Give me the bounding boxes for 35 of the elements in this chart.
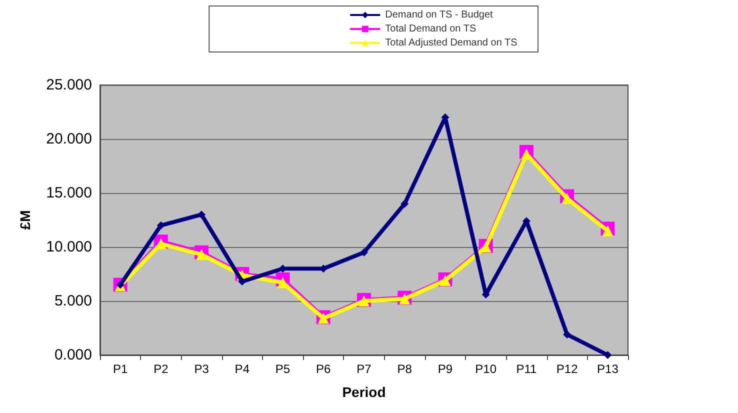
y-tick-label: 15.000 <box>46 184 92 202</box>
x-tick-label: P1 <box>112 362 128 376</box>
point <box>400 200 409 208</box>
y-axis-title: £M <box>17 210 33 230</box>
x-tick-label: P4 <box>234 362 250 376</box>
y-tick-label: 0.000 <box>54 346 92 364</box>
legend-label: Total Adjusted Demand on TS <box>385 38 518 48</box>
y-tick-label: 25.000 <box>46 76 92 94</box>
x-tick-label: P5 <box>275 362 290 376</box>
y-tick-label: 5.000 <box>54 292 92 310</box>
point <box>602 225 614 236</box>
x-tick-label: P6 <box>316 362 332 376</box>
point <box>604 351 612 359</box>
point <box>198 210 206 219</box>
y-tick-label: 20.000 <box>46 130 92 148</box>
x-tick-label: P9 <box>438 362 453 376</box>
x-tick-label: P3 <box>194 362 210 376</box>
x-tick-label: P12 <box>556 362 578 376</box>
point <box>156 221 165 230</box>
x-tick-label: P8 <box>397 362 412 376</box>
x-tick-label: P13 <box>597 362 619 376</box>
point <box>196 249 208 260</box>
x-tick-label: P2 <box>154 362 169 376</box>
legend-label: Demand on TS - Budget <box>385 10 494 20</box>
y-tick-label: 10.000 <box>46 238 92 256</box>
legend-label: Total Demand on TS <box>385 24 476 34</box>
point <box>360 248 368 256</box>
x-axis-title: Period <box>342 384 386 400</box>
x-tick-label: P10 <box>475 362 497 376</box>
point <box>318 312 329 324</box>
x-tick-label: P11 <box>516 362 538 376</box>
point <box>238 278 246 286</box>
x-tick-label: P7 <box>356 362 372 376</box>
point <box>440 274 451 286</box>
point <box>399 293 410 304</box>
